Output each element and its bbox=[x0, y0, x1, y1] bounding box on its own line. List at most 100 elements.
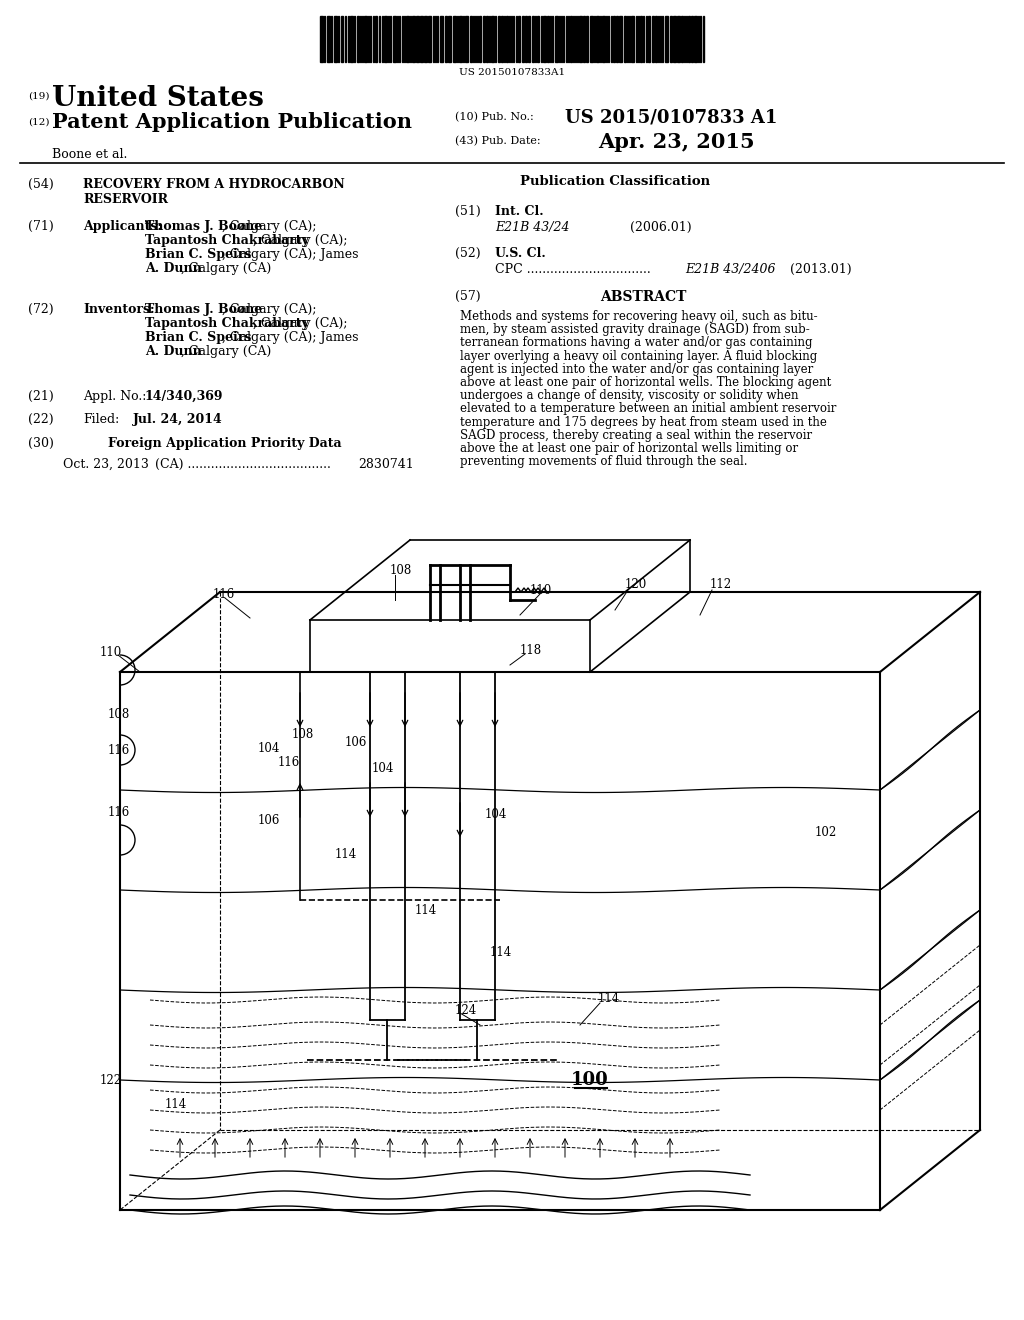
Bar bbox=[479, 16, 481, 62]
Text: (57): (57) bbox=[455, 290, 480, 304]
Text: Foreign Application Priority Data: Foreign Application Priority Data bbox=[108, 437, 342, 450]
Bar bbox=[498, 16, 500, 62]
Text: 110: 110 bbox=[100, 645, 122, 659]
Bar bbox=[525, 16, 527, 62]
Bar bbox=[440, 16, 443, 62]
Bar bbox=[420, 16, 423, 62]
Text: men, by steam assisted gravity drainage (SAGD) from sub-: men, by steam assisted gravity drainage … bbox=[460, 323, 810, 337]
Bar bbox=[543, 16, 546, 62]
Bar bbox=[570, 16, 572, 62]
Text: 104: 104 bbox=[372, 762, 394, 775]
Text: Publication Classification: Publication Classification bbox=[520, 176, 710, 187]
Text: preventing movements of fluid through the seal.: preventing movements of fluid through th… bbox=[460, 455, 748, 469]
Bar bbox=[670, 16, 672, 62]
Bar bbox=[319, 16, 323, 62]
Bar bbox=[486, 16, 488, 62]
Bar bbox=[384, 16, 387, 62]
Bar bbox=[518, 16, 520, 62]
Bar bbox=[586, 16, 588, 62]
Text: Oct. 23, 2013: Oct. 23, 2013 bbox=[63, 458, 148, 471]
Text: (CA) .....................................: (CA) ...................................… bbox=[155, 458, 331, 471]
Bar bbox=[406, 16, 409, 62]
Text: Brian C. Speirs: Brian C. Speirs bbox=[145, 331, 251, 345]
Text: temperature and 175 degrees by heat from steam used in the: temperature and 175 degrees by heat from… bbox=[460, 416, 826, 429]
Text: E21B 43/24: E21B 43/24 bbox=[495, 220, 569, 234]
Text: 106: 106 bbox=[258, 813, 281, 826]
Text: 114: 114 bbox=[598, 991, 621, 1005]
Bar bbox=[640, 16, 642, 62]
Text: , Calgary (CA);: , Calgary (CA); bbox=[253, 234, 348, 247]
Bar bbox=[375, 16, 377, 62]
Text: Inventors:: Inventors: bbox=[83, 304, 155, 315]
Text: 122: 122 bbox=[100, 1073, 122, 1086]
Bar bbox=[393, 16, 396, 62]
Text: 108: 108 bbox=[292, 729, 314, 742]
Text: (2006.01): (2006.01) bbox=[630, 220, 691, 234]
Bar bbox=[483, 16, 485, 62]
Text: 114: 114 bbox=[165, 1098, 187, 1111]
Text: US 20150107833A1: US 20150107833A1 bbox=[459, 69, 565, 77]
Bar bbox=[364, 16, 367, 62]
Text: , Calgary (CA);: , Calgary (CA); bbox=[253, 317, 348, 330]
Bar bbox=[694, 16, 697, 62]
Text: Apr. 23, 2015: Apr. 23, 2015 bbox=[598, 132, 755, 152]
Bar bbox=[677, 16, 680, 62]
Text: 120: 120 bbox=[625, 578, 647, 591]
Text: Int. Cl.: Int. Cl. bbox=[495, 205, 544, 218]
Text: Methods and systems for recovering heavy oil, such as bitu-: Methods and systems for recovering heavy… bbox=[460, 310, 817, 323]
Bar bbox=[341, 16, 343, 62]
Bar bbox=[555, 16, 558, 62]
Text: undergoes a change of density, viscosity or solidity when: undergoes a change of density, viscosity… bbox=[460, 389, 799, 403]
Bar bbox=[424, 16, 427, 62]
Text: , Calgary (CA); James: , Calgary (CA); James bbox=[222, 248, 358, 261]
Text: above at least one pair of horizontal wells. The blocking agent: above at least one pair of horizontal we… bbox=[460, 376, 831, 389]
Bar bbox=[616, 16, 618, 62]
Text: , Calgary (CA): , Calgary (CA) bbox=[181, 261, 271, 275]
Bar bbox=[537, 16, 539, 62]
Text: (51): (51) bbox=[455, 205, 480, 218]
Text: Jul. 24, 2014: Jul. 24, 2014 bbox=[133, 413, 223, 426]
Bar bbox=[602, 16, 605, 62]
Text: (21): (21) bbox=[28, 389, 53, 403]
Text: Patent Application Publication: Patent Application Publication bbox=[52, 112, 412, 132]
Bar bbox=[428, 16, 431, 62]
Text: Appl. No.:: Appl. No.: bbox=[83, 389, 146, 403]
Text: 104: 104 bbox=[258, 742, 281, 755]
Text: 124: 124 bbox=[455, 1003, 477, 1016]
Text: 116: 116 bbox=[278, 755, 300, 768]
Text: 108: 108 bbox=[108, 708, 130, 721]
Text: United States: United States bbox=[52, 84, 264, 112]
Bar bbox=[590, 16, 593, 62]
Text: 112: 112 bbox=[710, 578, 732, 591]
Bar bbox=[528, 16, 530, 62]
Text: 116: 116 bbox=[108, 743, 130, 756]
Bar bbox=[506, 16, 508, 62]
Text: (72): (72) bbox=[28, 304, 53, 315]
Bar bbox=[596, 16, 599, 62]
Bar bbox=[416, 16, 419, 62]
Bar bbox=[579, 16, 582, 62]
Text: 110: 110 bbox=[530, 583, 552, 597]
Bar bbox=[445, 16, 447, 62]
Bar bbox=[631, 16, 634, 62]
Text: ABSTRACT: ABSTRACT bbox=[600, 290, 686, 304]
Bar bbox=[350, 16, 353, 62]
Text: Thomas J. Boone: Thomas J. Boone bbox=[145, 304, 262, 315]
Text: 114: 114 bbox=[335, 849, 357, 862]
Text: 104: 104 bbox=[485, 808, 507, 821]
Bar bbox=[547, 16, 549, 62]
Bar bbox=[583, 16, 585, 62]
Bar bbox=[465, 16, 468, 62]
Text: A. Dunn: A. Dunn bbox=[145, 345, 202, 358]
Text: 14/340,369: 14/340,369 bbox=[145, 389, 223, 403]
Bar bbox=[522, 16, 524, 62]
Text: elevated to a temperature between an initial ambient reservoir: elevated to a temperature between an ini… bbox=[460, 403, 837, 416]
Text: above the at least one pair of horizontal wells limiting or: above the at least one pair of horizonta… bbox=[460, 442, 798, 455]
Text: (10) Pub. No.:: (10) Pub. No.: bbox=[455, 112, 534, 123]
Text: (52): (52) bbox=[455, 247, 480, 260]
Text: (12): (12) bbox=[28, 117, 49, 127]
Text: 116: 116 bbox=[213, 589, 236, 602]
Text: (19): (19) bbox=[28, 92, 49, 102]
Text: E21B 43/2406: E21B 43/2406 bbox=[685, 263, 775, 276]
Text: 116: 116 bbox=[108, 807, 130, 820]
